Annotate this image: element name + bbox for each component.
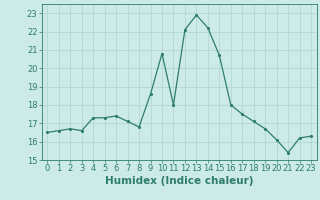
X-axis label: Humidex (Indice chaleur): Humidex (Indice chaleur)	[105, 176, 253, 186]
